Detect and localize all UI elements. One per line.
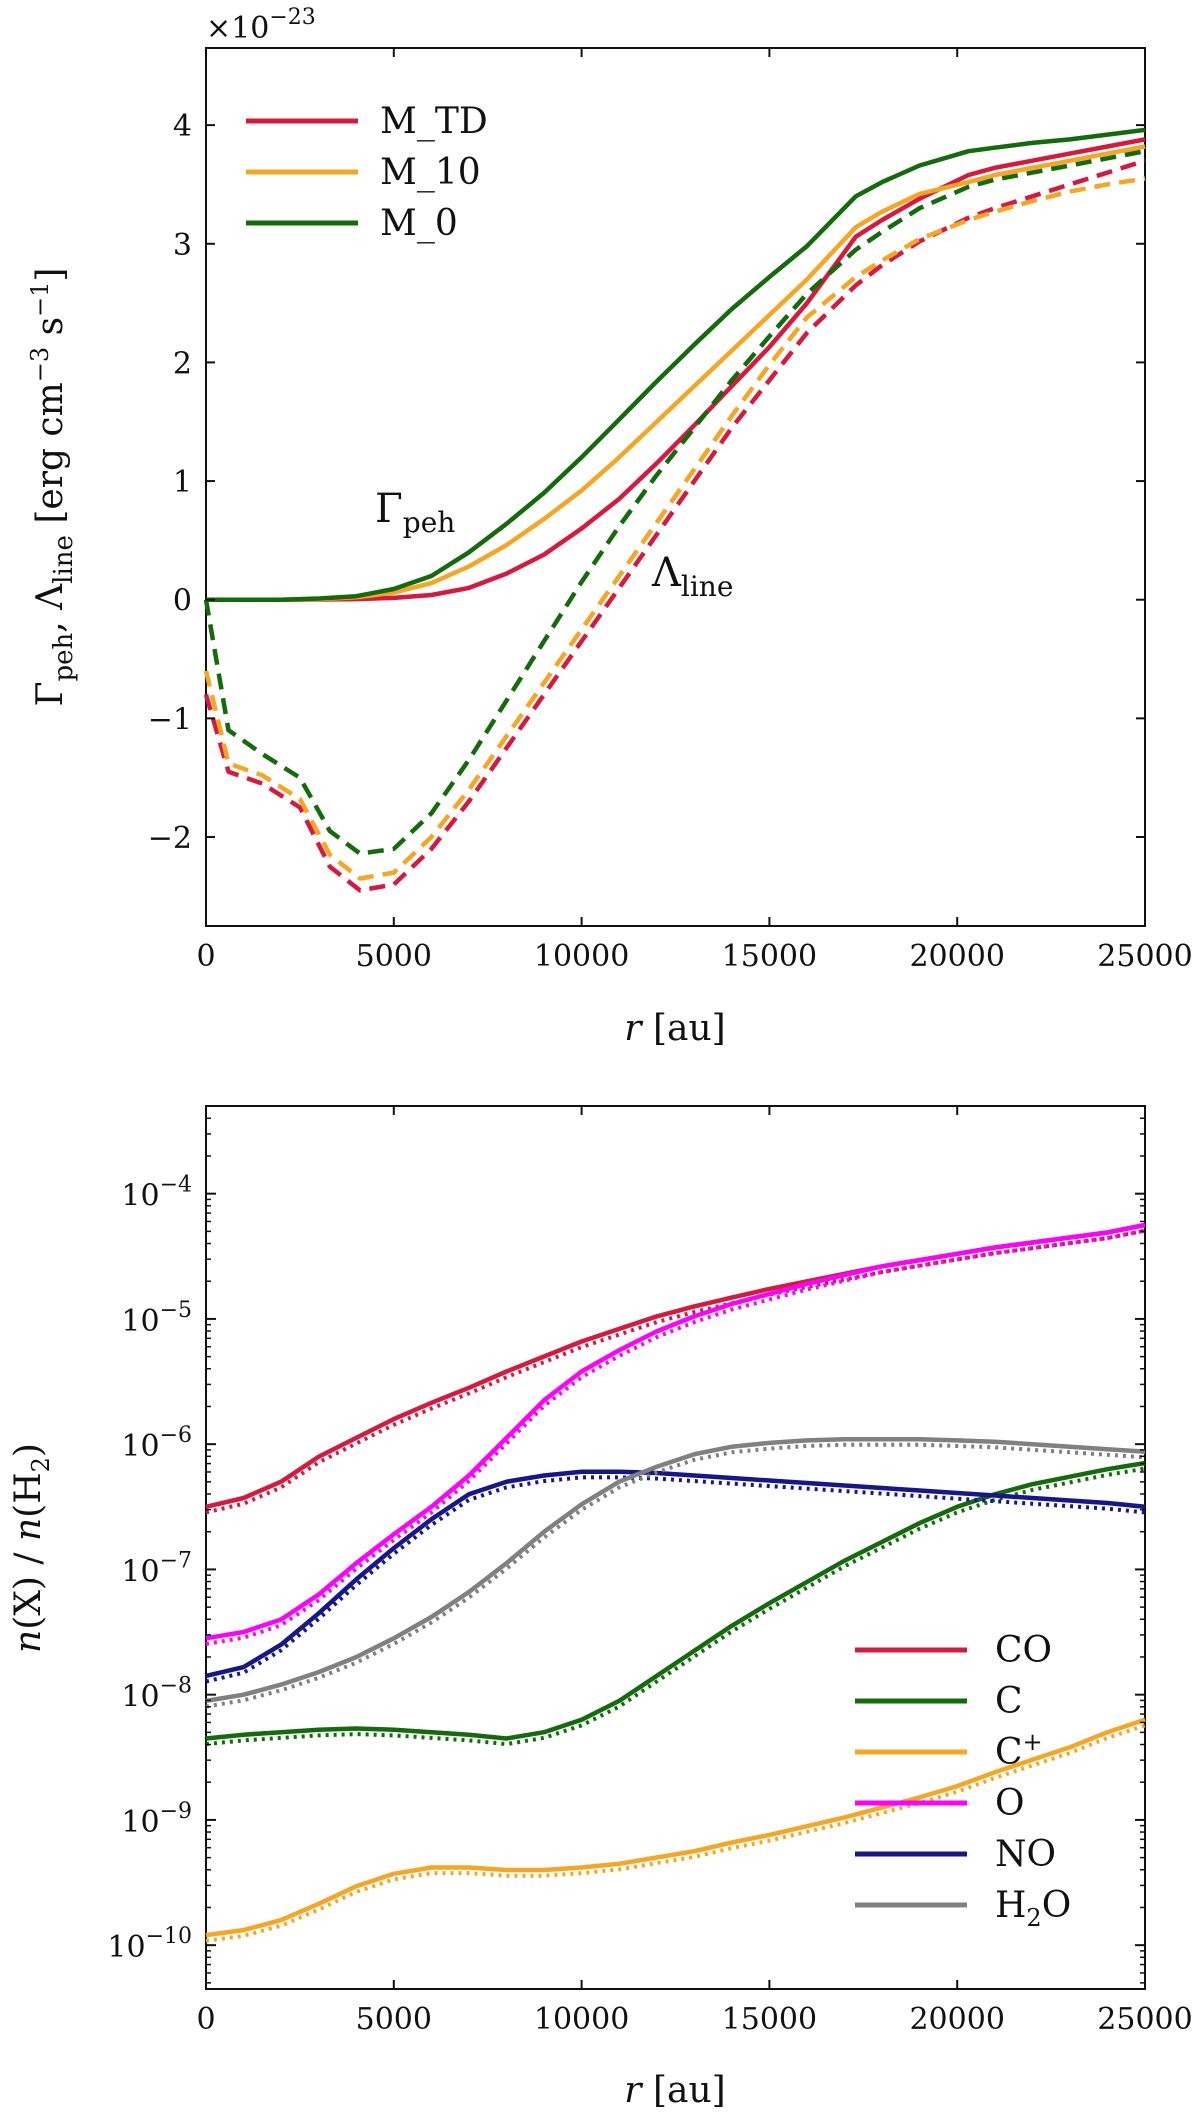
legend-label: H2O bbox=[995, 1885, 1071, 1932]
heating-cooling-panel: 0 5000 10000 15000 20000 25000 −2 −1 0 1 2 3 4 ×10−… bbox=[26, 5, 1193, 1049]
y-tick-label: 10−4 bbox=[121, 1173, 192, 1214]
y-tick-label: 1 bbox=[173, 465, 192, 500]
x-tick-label: 20000 bbox=[909, 939, 1004, 974]
series-line-m-0-gamma-peh bbox=[206, 127, 1146, 602]
series-line-m-10-gamma-peh bbox=[206, 144, 1146, 602]
y-offset-text: ×10−23 bbox=[206, 5, 316, 46]
x-axis-label: r [au] bbox=[624, 2070, 725, 2111]
x-tick-label: 0 bbox=[196, 2002, 215, 2037]
y-tick-label: 10−10 bbox=[107, 1924, 192, 1965]
y-tick-label: 4 bbox=[173, 109, 192, 144]
series-group bbox=[203, 127, 1146, 893]
x-tick-label: 25000 bbox=[1097, 2002, 1192, 2037]
x-tick-label: 10000 bbox=[534, 2002, 629, 2037]
plot-area-frame bbox=[205, 47, 1146, 927]
x-axis: 0 5000 10000 15000 20000 25000 bbox=[196, 1106, 1193, 2037]
legend: M_TD M_10 M_0 bbox=[246, 101, 488, 244]
x-tick-label: 10000 bbox=[534, 939, 629, 974]
series-line-o bbox=[205, 1222, 1146, 1641]
series-line-h-o-dotted bbox=[205, 1442, 1146, 1709]
abundance-panel: 0 5000 10000 15000 20000 25000 10−1010−910−81… bbox=[8, 1105, 1193, 2111]
series-line-o-dotted bbox=[205, 1228, 1146, 1646]
series-line-c--dotted bbox=[205, 1723, 1146, 1943]
x-tick-label: 5000 bbox=[356, 939, 432, 974]
y-tick-label: −1 bbox=[148, 702, 192, 737]
legend-label: M_10 bbox=[380, 152, 481, 193]
series-line-c-dotted bbox=[205, 1466, 1146, 1747]
series-line-m-td-gamma-peh bbox=[206, 137, 1146, 602]
series-line-co-dotted bbox=[205, 1228, 1146, 1515]
legend-label: CO bbox=[995, 1630, 1052, 1671]
legend-label: O bbox=[995, 1783, 1025, 1824]
legend: CO C C+ O NO H2O bbox=[855, 1630, 1071, 1932]
x-tick-label: 15000 bbox=[722, 939, 817, 974]
y-tick-label: 10−9 bbox=[121, 1799, 192, 1840]
legend-label: M_TD bbox=[380, 101, 488, 142]
y-tick-label: 3 bbox=[173, 228, 192, 263]
series-group bbox=[205, 1222, 1146, 1943]
y-tick-label: 0 bbox=[173, 584, 192, 619]
y-tick-label: 10−5 bbox=[121, 1298, 192, 1339]
y-tick-label: −2 bbox=[148, 821, 192, 856]
annotation-lambda-line: Λline bbox=[651, 550, 733, 603]
x-tick-label: 5000 bbox=[356, 2002, 432, 2037]
y-tick-label: 2 bbox=[173, 346, 192, 381]
series-line-c- bbox=[205, 1717, 1146, 1938]
series-line-m-10-lambda-line bbox=[203, 176, 1146, 881]
series-line-no bbox=[205, 1469, 1146, 1679]
y-tick-label: 10−6 bbox=[121, 1423, 192, 1464]
series-line-m-td-lambda-line bbox=[203, 158, 1146, 893]
legend-label: C bbox=[995, 1681, 1023, 1722]
x-tick-label: 15000 bbox=[722, 2002, 817, 2037]
legend-label: M_0 bbox=[380, 203, 458, 244]
y-axis: 10−10 10−9 10−8 10−7 10−6 10−5 10−4 bbox=[107, 1105, 1145, 1984]
series-line-m-0-lambda-line bbox=[203, 148, 1146, 856]
y-tick-label: 10−8 bbox=[121, 1674, 192, 1715]
legend-label: C+ bbox=[995, 1728, 1043, 1773]
x-tick-label: 20000 bbox=[909, 2002, 1004, 2037]
x-axis: 0 5000 10000 15000 20000 25000 bbox=[196, 48, 1193, 974]
annotation-gamma-peh: Γpeh bbox=[375, 486, 455, 539]
series-line-h-o bbox=[205, 1436, 1146, 1704]
x-axis-label: r [au] bbox=[624, 1008, 725, 1049]
legend-label: NO bbox=[995, 1834, 1056, 1875]
y-tick-label: 10−7 bbox=[121, 1548, 192, 1589]
y-axis: −2 −1 0 1 2 3 4 bbox=[148, 109, 1145, 856]
x-tick-label: 0 bbox=[196, 939, 215, 974]
plot-area-frame bbox=[205, 1105, 1146, 1990]
y-axis-label: n(X) / n(H2) bbox=[8, 1443, 55, 1653]
series-line-co bbox=[205, 1222, 1146, 1509]
x-tick-label: 25000 bbox=[1097, 939, 1192, 974]
y-axis-label: Γpeh, Λline [erg cm−3 s−1] bbox=[26, 268, 79, 707]
